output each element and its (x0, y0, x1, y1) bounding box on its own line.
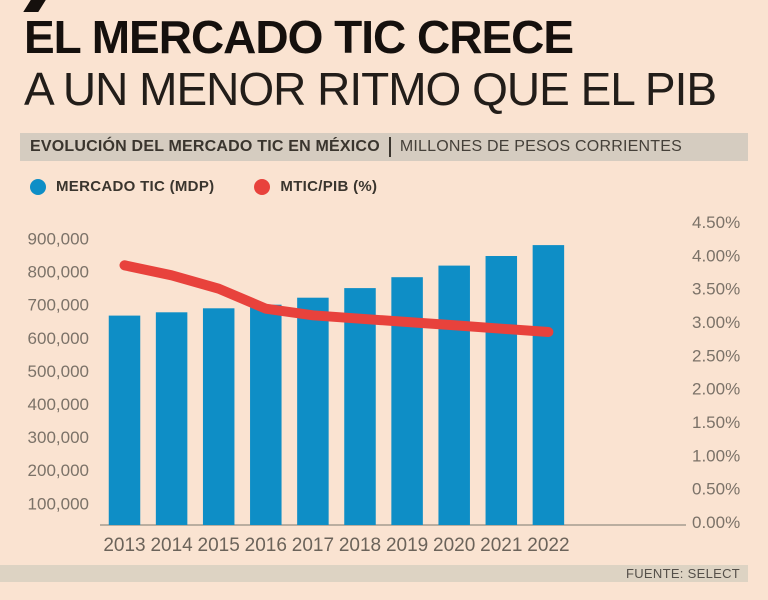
mtic-pib-line (119, 260, 554, 337)
bar-2020 (438, 265, 470, 525)
subtitle-band: EVOLUCIÓN DEL MERCADO TIC EN MÉXICO MILL… (20, 133, 748, 161)
x-axis-year-label: 2018 (339, 535, 381, 556)
legend-label-mercado-tic: MERCADO TIC (MDP) (56, 178, 215, 195)
right-axis-tick: 0.00% (692, 513, 740, 532)
left-axis-tick: 200,000 (28, 461, 89, 480)
x-axis-year-label: 2015 (198, 535, 240, 556)
legend-dot-red-icon (254, 178, 271, 195)
x-axis-year-label: 2017 (292, 535, 334, 556)
left-axis-tick: 900,000 (28, 230, 89, 249)
right-axis-tick: 3.00% (692, 313, 740, 332)
left-axis-tick: 600,000 (28, 329, 89, 348)
left-axis-tick: 500,000 (28, 362, 89, 381)
source-text: FUENTE: SELECT (626, 566, 740, 581)
x-axis-year-label: 2014 (150, 535, 193, 556)
right-axis-tick: 1.00% (692, 446, 740, 465)
right-axis-tick: 3.50% (692, 280, 740, 299)
x-axis-year-label: 2022 (527, 535, 569, 556)
right-axis-tick: 4.00% (692, 246, 740, 265)
left-axis-tick: 400,000 (28, 395, 89, 414)
page-title-line1: EL MERCADO TIC CRECE (24, 11, 574, 63)
right-axis-tick: 0.50% (692, 480, 740, 499)
left-axis-tick: 300,000 (28, 428, 89, 447)
subtitle-primary: EVOLUCIÓN DEL MERCADO TIC EN MÉXICO (30, 138, 380, 155)
right-axis-tick: 2.00% (692, 380, 740, 399)
bar-2017 (297, 297, 329, 525)
legend-label-mtic-pib: MTIC/PIB (%) (280, 178, 378, 195)
bar-2013 (108, 315, 141, 525)
left-axis-tick: 100,000 (28, 494, 89, 513)
page-title-line2: A UN MENOR RITMO QUE EL PIB (24, 63, 717, 115)
right-axis-tick: 2.50% (692, 346, 740, 365)
legend-item-mtic-pib: MTIC/PIB (%) (254, 178, 377, 195)
x-axis-year-label: 2020 (433, 535, 475, 556)
bar-2015 (202, 308, 235, 525)
bar-2022 (532, 245, 565, 525)
right-axis-tick: 1.50% (692, 413, 740, 432)
subtitle-separator-bar (388, 137, 391, 157)
footer-band: FUENTE: SELECT (0, 565, 748, 582)
bar-2018 (344, 288, 376, 525)
legend-dot-blue-icon (30, 178, 46, 195)
x-axis-year-label: 2016 (245, 535, 287, 556)
x-axis-year-label: 2021 (480, 535, 522, 556)
bar-2019 (391, 277, 423, 525)
right-axis-tick: 4.50% (692, 213, 740, 232)
bar-2021 (485, 256, 518, 525)
x-axis-year-label: 2013 (103, 535, 145, 556)
subtitle-secondary: MILLONES DE PESOS CORRIENTES (399, 138, 682, 155)
bar-2014 (155, 312, 188, 525)
left-axis-tick: 700,000 (28, 296, 89, 315)
legend-item-mercado-tic: MERCADO TIC (MDP) (30, 178, 214, 195)
chart-legend: MERCADO TIC (MDP) MTIC/PIB (%) (30, 178, 377, 195)
left-axis-tick: 800,000 (28, 263, 89, 282)
x-axis-year-label: 2019 (386, 535, 428, 556)
bar-2016 (250, 304, 282, 525)
